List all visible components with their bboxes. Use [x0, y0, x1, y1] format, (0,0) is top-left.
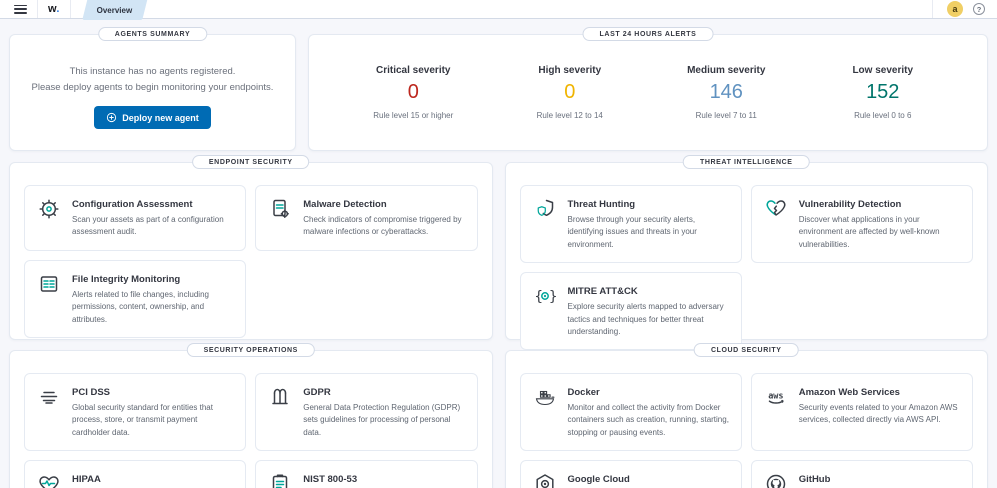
pci-dss-icon: [40, 391, 58, 404]
breadcrumb-tab-overview[interactable]: Overview: [81, 0, 147, 20]
svg-text:aws: aws: [768, 392, 783, 402]
vulnerability-detection-icon: [766, 200, 786, 216]
hipaa-card[interactable]: HIPAA Health Insurance Portability and A…: [24, 460, 247, 488]
help-icon[interactable]: ?: [973, 3, 985, 15]
mitre-attack-icon: { }: [534, 289, 557, 305]
file-integrity-monitoring-card[interactable]: File Integrity Monitoring Alerts related…: [24, 259, 247, 338]
gdpr-icon: [272, 388, 288, 405]
vulnerability-detection-card[interactable]: Vulnerability Detection Discover what ap…: [750, 185, 973, 264]
nist-800-53-card[interactable]: NIST 800-53 National Institute of Standa…: [255, 460, 478, 488]
alerts-panel-title: LAST 24 HOURS ALERTS: [582, 27, 714, 41]
github-card[interactable]: GitHub Monitoring events from audit logs…: [750, 460, 973, 488]
threat-hunting-card[interactable]: Threat Hunting Browse through your secur…: [519, 185, 742, 264]
logo-dot: .: [56, 3, 60, 15]
critical-severity-stat: Critical severity 0 Rule level 15 or hig…: [335, 65, 492, 120]
topbar-divider: [932, 0, 933, 18]
threat-intelligence-title: THREAT INTELLIGENCE: [682, 155, 810, 169]
agents-summary-title: AGENTS SUMMARY: [97, 27, 208, 41]
medium-severity-stat: Medium severity 146 Rule level 7 to 11: [648, 65, 805, 120]
malware-detection-icon: [273, 199, 290, 218]
endpoint-security-title: ENDPOINT SECURITY: [191, 155, 310, 169]
high-severity-count[interactable]: 0: [564, 81, 576, 103]
top-navigation-bar: w. Overview a ?: [0, 0, 997, 20]
google-cloud-card[interactable]: Google Cloud Security events related to …: [519, 460, 742, 488]
topbar-divider: [69, 0, 71, 18]
security-operations-title: SECURITY OPERATIONS: [186, 343, 315, 357]
critical-severity-count[interactable]: 0: [407, 81, 419, 103]
wazuh-logo[interactable]: w.: [48, 3, 60, 15]
topbar-divider: [37, 0, 38, 18]
last-24-hours-alerts-panel: LAST 24 HOURS ALERTS Critical severity 0…: [308, 27, 988, 151]
pci-dss-card[interactable]: PCI DSS Global security standard for ent…: [24, 373, 247, 452]
plus-circle-icon: [107, 113, 117, 123]
svg-text:{: {: [534, 289, 542, 305]
configuration-assessment-icon: [39, 199, 59, 219]
google-cloud-icon: [535, 474, 554, 488]
gdpr-card[interactable]: GDPR General Data Protection Regulation …: [255, 373, 478, 452]
hipaa-icon: [39, 476, 59, 488]
menu-icon[interactable]: [14, 4, 27, 14]
nist-800-53-icon: [273, 474, 288, 488]
page-content: AGENTS SUMMARY This instance has no agen…: [0, 19, 997, 488]
cloud-security-title: CLOUD SECURITY: [693, 343, 799, 357]
low-severity-stat: Low severity 152 Rule level 0 to 6: [805, 65, 962, 120]
mitre-attack-card[interactable]: { } MITRE ATT&CK Explore security alerts…: [519, 272, 742, 351]
docker-icon: [535, 390, 555, 406]
agents-summary-panel: AGENTS SUMMARY This instance has no agen…: [9, 27, 296, 151]
endpoint-security-panel: ENDPOINT SECURITY Configuration Assessme…: [9, 155, 493, 340]
amazon-web-services-card[interactable]: aws Amazon Web Services Security events …: [750, 373, 973, 452]
aws-icon: aws: [768, 392, 784, 404]
deploy-new-agent-button[interactable]: Deploy new agent: [94, 106, 211, 130]
docker-card[interactable]: Docker Monitor and collect the activity …: [519, 373, 742, 452]
file-integrity-monitoring-icon: [40, 276, 58, 292]
high-severity-stat: High severity 0 Rule level 12 to 14: [492, 65, 649, 120]
malware-detection-card[interactable]: Malware Detection Check indicators of co…: [255, 185, 478, 251]
threat-hunting-icon: [537, 199, 553, 217]
low-severity-count[interactable]: 152: [866, 81, 900, 103]
cloud-security-panel: CLOUD SECURITY: [504, 343, 988, 488]
github-icon: [766, 474, 785, 488]
user-avatar[interactable]: a: [947, 1, 963, 17]
security-operations-panel: SECURITY OPERATIONS PCI DSS Global secur…: [9, 343, 493, 488]
no-agents-message: This instance has no agents registered. …: [31, 66, 274, 93]
medium-severity-count[interactable]: 146: [709, 81, 743, 103]
configuration-assessment-card[interactable]: Configuration Assessment Scan your asset…: [24, 185, 247, 251]
svg-text:}: }: [549, 289, 557, 305]
threat-intelligence-panel: THREAT INTELLIGENCE Threat Hunting Brows…: [504, 155, 988, 351]
